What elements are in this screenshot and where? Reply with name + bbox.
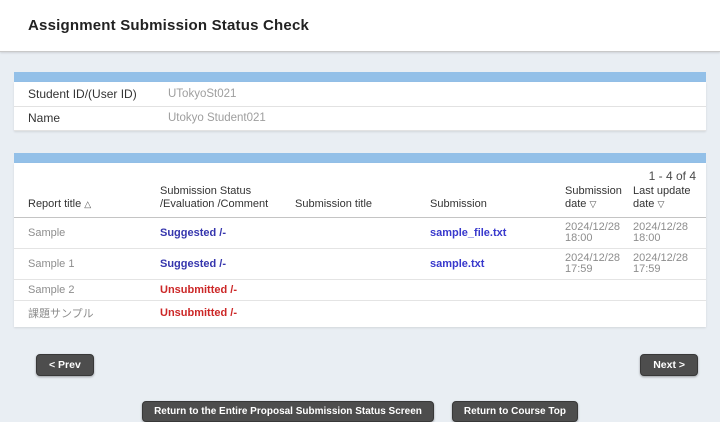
column-label: Submission title xyxy=(295,197,373,210)
page-header: Assignment Submission Status Check xyxy=(0,0,720,52)
column-label: Submission Status /Evaluation /Comment xyxy=(160,184,269,210)
next-button[interactable]: Next > xyxy=(640,353,698,376)
assignments-panel: 1 - 4 of 4 Report title △ Submission Sta… xyxy=(14,152,706,327)
column-label: Submission date xyxy=(565,184,622,210)
submission-cell: sample_file.txt xyxy=(430,217,565,249)
student-info-table: Student ID/(User ID) UTokyoSt021 Name Ut… xyxy=(14,82,706,131)
last-update-date-cell xyxy=(633,300,706,325)
sort-desc-icon: ▽ xyxy=(589,198,597,209)
table-row: Name Utokyo Student021 xyxy=(14,106,706,131)
return-course-top-button[interactable]: Return to Course Top xyxy=(451,400,578,422)
column-label: Last update date xyxy=(633,184,691,210)
report-title-cell: 課題サンプル xyxy=(28,307,94,320)
student-id-value: UTokyoSt021 xyxy=(168,82,706,107)
assignments-panel-accent-bar xyxy=(14,152,706,163)
submission-title-cell xyxy=(295,300,430,325)
assignment-row: 課題サンプル Unsubmitted /- xyxy=(14,300,706,325)
sort-asc-icon: △ xyxy=(84,198,92,209)
table-row: Student ID/(User ID) UTokyoSt021 xyxy=(14,82,706,107)
assignments-table: Report title △ Submission Status /Evalua… xyxy=(14,182,706,325)
status-cell: Unsubmitted /- xyxy=(160,279,295,301)
report-title-cell: Sample xyxy=(14,217,160,249)
assignments-table-wrap: 1 - 4 of 4 Report title △ Submission Sta… xyxy=(14,162,706,327)
sort-desc-icon: ▽ xyxy=(657,198,665,209)
column-label: Submission xyxy=(430,197,487,210)
submission-file-link[interactable]: sample_file.txt xyxy=(430,226,507,239)
assignments-header-row: Report title △ Submission Status /Evalua… xyxy=(14,182,706,218)
submission-date-cell xyxy=(565,279,633,301)
column-header-submission-status: Submission Status /Evaluation /Comment xyxy=(160,182,295,218)
submission-cell: sample.txt xyxy=(430,248,565,280)
assignment-row: Sample 2 Unsubmitted /- xyxy=(14,279,706,301)
assignment-row: Sample Suggested /- sample_file.txt 2024… xyxy=(14,217,706,249)
student-name-label: Name xyxy=(14,106,168,131)
assignment-row: Sample 1 Suggested /- sample.txt 2024/12… xyxy=(14,248,706,280)
page-title: Assignment Submission Status Check xyxy=(28,17,310,34)
submission-date-cell xyxy=(565,300,633,325)
status-cell: Suggested /- xyxy=(160,248,295,280)
column-label: Report title xyxy=(28,197,82,210)
status-cell: Suggested /- xyxy=(160,217,295,249)
submission-title-cell xyxy=(295,248,430,280)
submission-file-link[interactable]: sample.txt xyxy=(430,257,485,270)
student-panel-accent-bar xyxy=(14,72,706,82)
report-title-cell: Sample 1 xyxy=(14,248,160,280)
pager-row: < Prev Next > xyxy=(36,353,698,376)
submission-title-cell xyxy=(295,217,430,249)
column-header-submission: Submission xyxy=(430,182,565,218)
column-header-submission-title: Submission title xyxy=(295,182,430,218)
footer-button-row: Return to the Entire Proposal Submission… xyxy=(0,400,720,422)
last-update-date-cell xyxy=(633,279,706,301)
submission-title-cell xyxy=(295,279,430,301)
submission-date-cell: 2024/12/28 17:59 xyxy=(565,248,633,280)
pagination-info: 1 - 4 of 4 xyxy=(648,168,696,183)
column-header-report-title[interactable]: Report title △ xyxy=(14,182,160,218)
student-id-label: Student ID/(User ID) xyxy=(14,82,168,107)
last-update-date-cell: 2024/12/28 17:59 xyxy=(633,248,706,280)
column-header-last-update-date[interactable]: Last update date ▽ xyxy=(633,182,706,218)
status-cell: Unsubmitted /- xyxy=(160,306,237,319)
prev-button[interactable]: < Prev xyxy=(36,353,94,376)
submission-date-cell: 2024/12/28 18:00 xyxy=(565,217,633,249)
student-name-value: Utokyo Student021 xyxy=(168,106,706,131)
submission-cell xyxy=(430,279,565,301)
return-overall-status-button[interactable]: Return to the Entire Proposal Submission… xyxy=(142,400,434,422)
last-update-date-cell: 2024/12/28 18:00 xyxy=(633,217,706,249)
student-info-panel: Student ID/(User ID) UTokyoSt021 Name Ut… xyxy=(14,72,706,131)
main-content: Student ID/(User ID) UTokyoSt021 Name Ut… xyxy=(0,72,720,422)
column-header-submission-date[interactable]: Submission date ▽ xyxy=(565,182,633,218)
report-title-cell: Sample 2 xyxy=(14,279,160,301)
submission-cell xyxy=(430,300,565,325)
